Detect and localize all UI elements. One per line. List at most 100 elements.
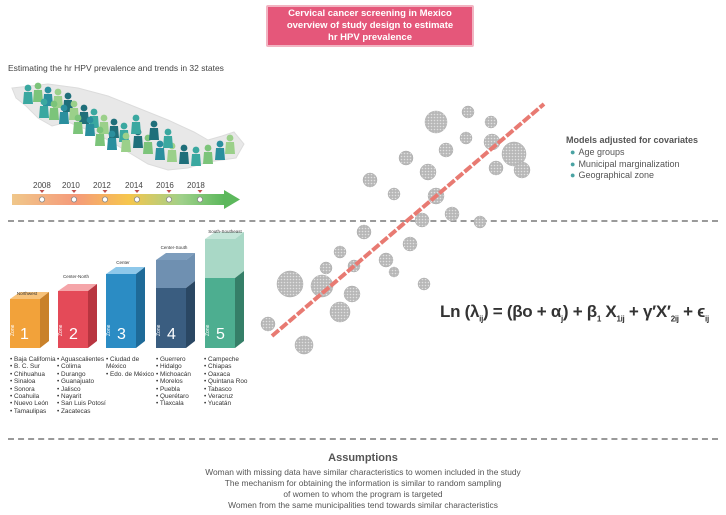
state-item: Nuevo León: [10, 400, 60, 407]
state-item: Edo. de México: [106, 371, 160, 378]
svg-text:Zone: Zone: [10, 324, 16, 336]
person-icon: [23, 84, 33, 104]
eq-sub: 2ij: [670, 314, 679, 324]
bubble-point: [484, 115, 498, 129]
bubble-point: [414, 212, 430, 228]
eq-sub: 1: [596, 314, 601, 324]
person-icon: [155, 140, 165, 160]
state-item: B. C. Sur: [10, 363, 60, 370]
person-icon: [225, 134, 235, 154]
zone-1-region: Northwest: [16, 291, 38, 296]
bubble-point: [343, 285, 361, 303]
state-item: Yucatán: [204, 400, 256, 407]
zone-5-states: Campeche Chiapas Oaxaca Quintana Roo Tab…: [204, 356, 256, 408]
state-item: Guanajuato: [57, 378, 117, 385]
eq-sub: 1ij: [616, 314, 625, 324]
bubble-point: [319, 261, 333, 275]
svg-text:Zone: Zone: [205, 324, 211, 336]
state-item: Campeche: [204, 356, 256, 363]
state-item: Tabasco: [204, 386, 256, 393]
zone-4-region: Center-South: [160, 245, 188, 250]
bubble-point: [387, 187, 401, 201]
bubble-point: [488, 160, 504, 176]
svg-text:3: 3: [117, 326, 126, 343]
person-icon: [79, 104, 89, 124]
bubble-point: [329, 301, 351, 323]
person-icon: [121, 132, 131, 152]
models-item-label: Age groups: [578, 147, 625, 157]
models-item-label: Municipal marginalization: [578, 158, 680, 169]
eq-sub: j: [560, 314, 563, 324]
bubble-point: [260, 316, 276, 332]
bubble-point: [276, 270, 304, 298]
timeline-tick: [197, 190, 203, 193]
person-icon: [131, 114, 141, 134]
bubble-point: [294, 335, 314, 355]
zone-2-region: Center-North: [62, 274, 89, 279]
year-label: 2008: [33, 181, 51, 190]
bubble-point: [438, 142, 454, 158]
timeline-tick: [39, 190, 45, 193]
bullet-icon: ●: [570, 158, 576, 169]
person-icon: [49, 100, 59, 120]
timeline-marker: [196, 196, 203, 203]
zone-4-column: Zone 4: [156, 253, 195, 348]
person-icon: [39, 98, 49, 118]
bullet-icon: ●: [570, 147, 576, 157]
assumption-line: of women to whom the program is targeted: [283, 489, 443, 499]
divider-top: [8, 220, 718, 222]
assumption-line: The mechanism for obtaining the informat…: [224, 478, 502, 488]
person-icon: [85, 116, 95, 136]
zone-5-region: South-Southeast: [208, 229, 242, 234]
timeline-marker: [38, 196, 45, 203]
bubble-point: [461, 105, 475, 119]
models-item: ● Age groups: [566, 147, 698, 159]
bullet-icon: ●: [570, 170, 576, 180]
eq-open: (: [464, 302, 471, 321]
state-item: Morelos: [156, 378, 206, 385]
year-label: 2016: [156, 181, 174, 190]
state-item: Puebla: [156, 386, 206, 393]
eq-part: + γ′X′: [624, 302, 671, 321]
zone-3-column: Zone 3: [106, 267, 145, 348]
timeline-tick: [71, 190, 77, 193]
svg-text:2: 2: [69, 326, 78, 343]
timeline-marker: [102, 196, 109, 203]
bubble-point: [501, 141, 527, 167]
state-item: Veracruz: [204, 393, 256, 400]
assumption-line: Women from the same municipalities tend …: [228, 500, 498, 510]
zone-1-states: Baja California B. C. Sur Chihuahua Sina…: [10, 356, 60, 415]
person-icon: [149, 120, 159, 140]
year-label: 2014: [125, 181, 143, 190]
eq-sub: ij: [479, 314, 483, 324]
state-item: Zacatecas: [57, 408, 117, 415]
timeline-marker: [134, 196, 141, 203]
eq-part: ) + β: [562, 302, 597, 321]
svg-text:Zone: Zone: [106, 324, 112, 336]
bubble-point: [459, 131, 473, 145]
zone-5-column: Zone 5: [205, 232, 244, 348]
svg-text:Zone: Zone: [58, 324, 64, 336]
mexico-people-map: [11, 82, 245, 171]
timeline-tick: [166, 190, 172, 193]
eq-part: + ϵ: [678, 302, 706, 321]
people-figures: [23, 82, 235, 166]
bubble-point: [419, 163, 437, 181]
year-label: 2018: [187, 181, 205, 190]
eq-part: ) = (βo + α: [483, 302, 561, 321]
timeline-marker: [165, 196, 172, 203]
person-icon: [95, 126, 105, 146]
bubble-point: [473, 215, 487, 229]
bubble-point: [417, 277, 431, 291]
bubble-point: [356, 224, 372, 240]
state-item: San Luis Potosí: [57, 400, 117, 407]
bubble-point: [402, 236, 418, 252]
svg-text:4: 4: [167, 326, 176, 343]
bubble-point: [398, 150, 414, 166]
svg-text:1: 1: [20, 326, 29, 343]
person-icon: [215, 140, 225, 160]
zones-chart: Zone 1 Zone 2 Zone 3 Zone 4 Zone 5: [10, 232, 244, 348]
bubble-point: [310, 274, 334, 298]
zone-4-states: Guerrero Hidalgo Michoacán Morelos Puebl…: [156, 356, 206, 408]
year-label: 2010: [62, 181, 80, 190]
